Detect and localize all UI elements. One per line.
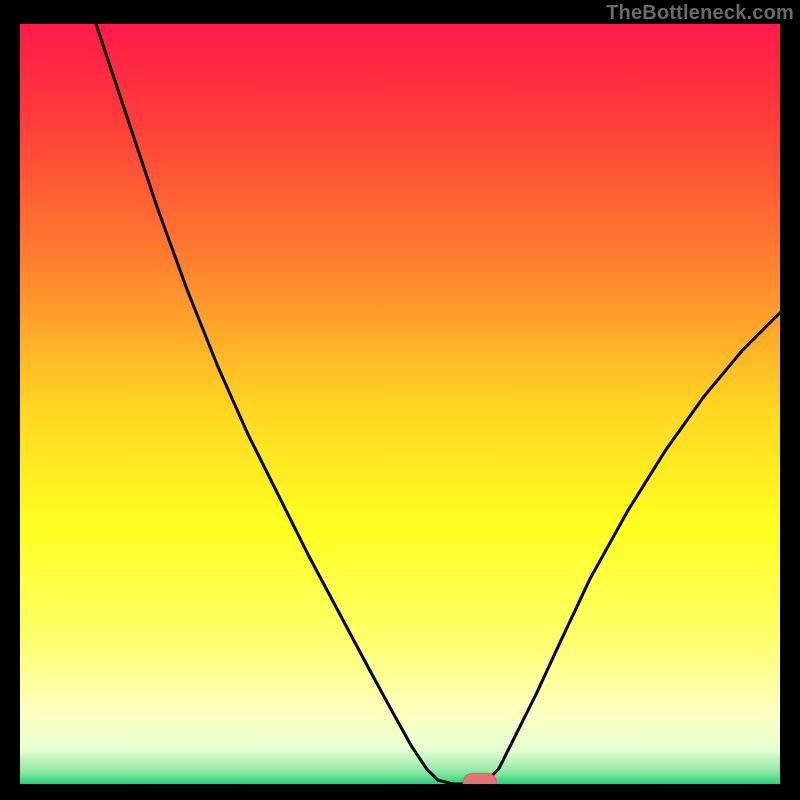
watermark-text: TheBottleneck.com [606,2,794,25]
optimal-marker [463,773,496,784]
chart-frame: TheBottleneck.com [0,0,800,800]
plot-area [20,24,780,784]
bottleneck-chart [20,24,780,784]
